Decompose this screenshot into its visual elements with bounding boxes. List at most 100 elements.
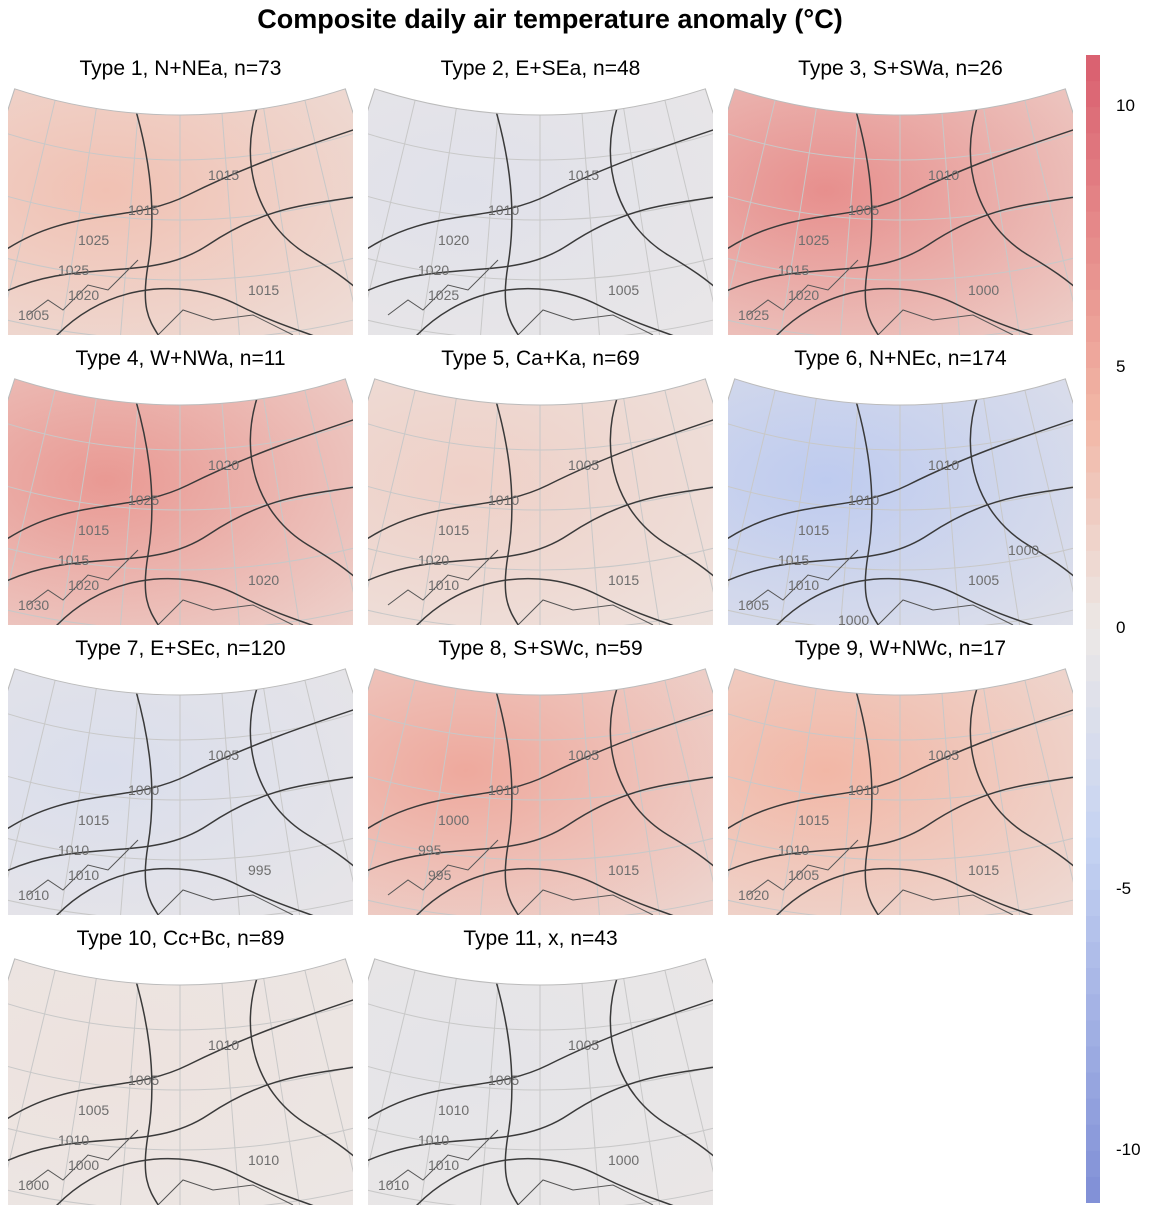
parallel-line	[368, 535, 713, 571]
isobar-line	[249, 684, 353, 876]
meridian-line	[221, 693, 244, 915]
isobar-line	[368, 774, 713, 876]
map-frame	[368, 958, 713, 986]
colorbar-segment	[1086, 1046, 1100, 1074]
isobar-label: 1015	[568, 167, 599, 183]
polar-map: 1005 1010 1000 1010 1005 1010 1000	[8, 958, 353, 1205]
parallel-line	[8, 188, 353, 221]
polar-map: 101510101010100510009951010995	[8, 668, 353, 915]
isobar-label: 1005	[738, 597, 769, 613]
isobar-label: 1005	[848, 202, 879, 218]
map-frame	[8, 958, 353, 986]
isobar-label: 1020	[738, 887, 769, 903]
meridian-line	[414, 108, 457, 335]
isobar-label: 1030	[18, 597, 49, 613]
meridian-line	[983, 688, 1026, 915]
colorbar-segment	[1086, 1176, 1100, 1204]
isobar-line	[847, 88, 889, 335]
meridian-line	[623, 398, 666, 625]
isobar-label: 1020	[788, 287, 819, 303]
isobar-line	[8, 994, 353, 1126]
map-panel-4: Type 4, W+NWa, n=11 1015 1015 1020 1020 1025 1…	[8, 345, 353, 630]
isobar-label: 1010	[68, 867, 99, 883]
isobar-label: 1005	[128, 1072, 159, 1088]
polar-map: 1000 995 995 1005 1010 1015	[368, 668, 713, 915]
polar-map: 1020 1020 1025 1015 1010 1005	[368, 88, 713, 335]
isobar-line	[47, 867, 349, 915]
colorbar-segment	[1086, 655, 1100, 682]
meridian-line	[983, 108, 1026, 335]
colorbar-segment	[1086, 472, 1100, 500]
polar-map: 10251025102010151015101510051010	[8, 88, 353, 335]
panel-title: Type 3, S+SWa, n=26	[798, 57, 1003, 80]
isobar-line	[368, 994, 713, 1126]
isobar-label: 1010	[248, 1152, 279, 1168]
meridian-line	[581, 983, 604, 1205]
meridian-line	[221, 403, 244, 625]
meridian-line	[623, 688, 666, 915]
isobar-line	[249, 104, 353, 296]
meridian-line	[581, 113, 604, 335]
isobar-line	[609, 974, 713, 1166]
isobar-line	[609, 394, 713, 586]
isobar-line	[847, 668, 889, 915]
isobar-label: 1000	[838, 612, 869, 625]
polar-map: 10151015102010201025102010301015	[8, 378, 353, 625]
isobar-label: 1025	[428, 287, 459, 303]
isobar-line	[249, 394, 353, 586]
map-panel-3: Type 3, S+SWa, n=26 1025 1015 1020 1010 1005 1…	[728, 55, 1073, 340]
map-panel-2: Type 2, E+SEa, n=48 1020 1020 1025 1015 1010 1…	[368, 55, 713, 340]
colorbar-segment	[1086, 524, 1100, 552]
isobar-label: 1010	[18, 887, 49, 903]
polar-map: 1015 1020 1010 1005 1010 1015	[368, 378, 713, 625]
isobar-line	[368, 124, 713, 256]
parallel-line	[368, 245, 713, 281]
meridian-line	[774, 108, 817, 335]
panel-title: Type 5, Ca+Ka, n=69	[441, 347, 640, 370]
colorbar-segment	[1086, 1150, 1100, 1178]
map-frame	[728, 378, 1073, 406]
colorbar-segment	[1086, 968, 1100, 995]
coastline	[747, 839, 1014, 915]
map-frame	[8, 668, 353, 696]
coastline	[387, 1129, 654, 1205]
isobar-line	[8, 704, 353, 836]
parallel-line	[728, 592, 1073, 625]
isobar-label: 1020	[208, 457, 239, 473]
isobar-line	[767, 867, 1069, 915]
isobar-label: 1025	[78, 232, 109, 248]
isobar-label: 1020	[68, 287, 99, 303]
isobar-label: 1015	[608, 862, 639, 878]
isobar-line	[969, 394, 1073, 586]
colorbar-tick-label: 0	[1116, 618, 1126, 637]
colorbar-segment	[1086, 863, 1100, 891]
meridian-line	[8, 100, 56, 335]
parallel-line	[8, 1172, 353, 1205]
parallel-line	[368, 1172, 713, 1205]
meridian-line	[263, 978, 306, 1205]
panel-title: Type 7, E+SEc, n=120	[75, 637, 286, 660]
colorbar-segment	[1086, 681, 1100, 708]
isobar-label: 1005	[568, 457, 599, 473]
isobar-label: 1015	[208, 167, 239, 183]
colorbar-segment	[1086, 1124, 1100, 1152]
colorbar-segment	[1086, 576, 1100, 604]
isobar-label: 1010	[928, 457, 959, 473]
isobar-line	[728, 124, 1073, 256]
isobar-line	[8, 774, 353, 876]
parallel-line	[8, 768, 353, 801]
isobar-label: 1000	[438, 812, 469, 828]
isobar-label: 1005	[568, 747, 599, 763]
isobar-line	[487, 378, 529, 625]
isobar-line	[407, 287, 709, 335]
meridian-line	[368, 100, 416, 335]
isobar-line	[8, 124, 353, 256]
parallel-line	[728, 478, 1073, 511]
isobar-line	[8, 484, 353, 586]
isobar-label: 1005	[568, 1037, 599, 1053]
colorbar-segment	[1086, 211, 1100, 239]
parallel-line	[8, 302, 353, 335]
isobar-label: 1010	[778, 842, 809, 858]
panel-title: Type 4, W+NWa, n=11	[75, 347, 286, 370]
parallel-line	[368, 592, 713, 625]
